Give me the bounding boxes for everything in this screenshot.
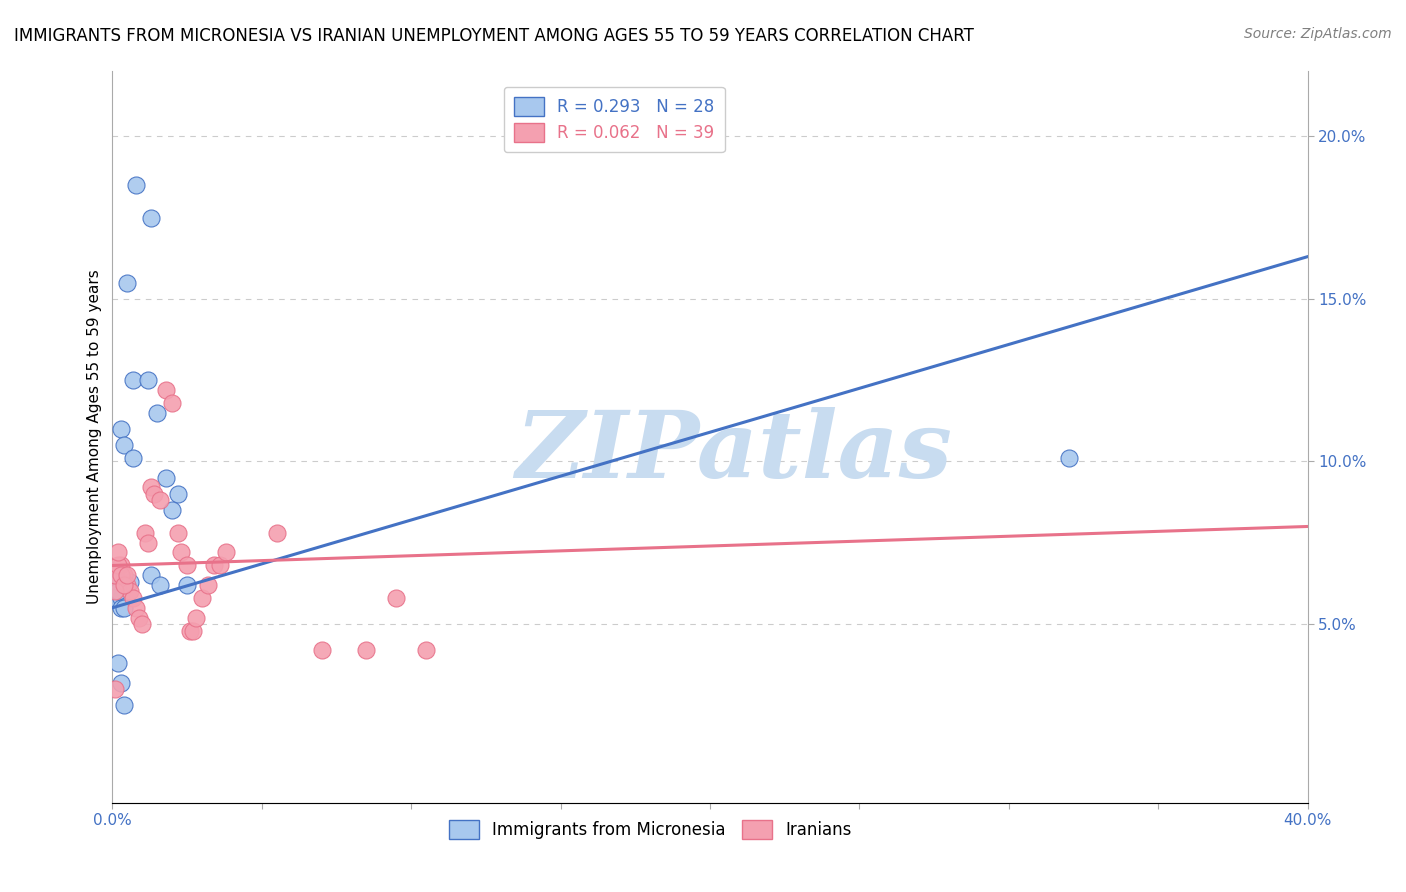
Point <box>197 578 219 592</box>
Point <box>110 568 132 582</box>
Point <box>138 373 160 387</box>
Point <box>117 578 139 592</box>
Point <box>104 568 127 582</box>
Point <box>176 558 198 573</box>
Point <box>104 591 127 605</box>
Point <box>122 373 145 387</box>
Point <box>162 396 183 410</box>
Point <box>143 487 166 501</box>
Point <box>110 675 132 690</box>
Point <box>120 584 142 599</box>
Point <box>141 211 163 225</box>
Point <box>149 493 172 508</box>
Point <box>266 526 288 541</box>
Point <box>1057 451 1080 466</box>
Point <box>167 526 190 541</box>
Legend: Immigrants from Micronesia, Iranians: Immigrants from Micronesia, Iranians <box>441 814 859 846</box>
Point <box>122 591 145 605</box>
Point <box>110 558 132 573</box>
Point <box>107 558 129 573</box>
Point <box>114 698 135 713</box>
Point <box>141 568 163 582</box>
Point <box>114 568 135 582</box>
Point <box>107 584 129 599</box>
Point <box>114 578 135 592</box>
Point <box>146 406 169 420</box>
Point <box>110 591 132 605</box>
Point <box>131 617 153 632</box>
Point <box>104 681 127 696</box>
Text: ZIPatlas: ZIPatlas <box>516 407 952 497</box>
Point <box>356 643 378 657</box>
Point <box>117 568 139 582</box>
Point <box>167 487 190 501</box>
Point <box>385 591 408 605</box>
Point <box>110 422 132 436</box>
Point <box>191 591 214 605</box>
Point <box>107 574 129 589</box>
Point <box>107 656 129 670</box>
Y-axis label: Unemployment Among Ages 55 to 59 years: Unemployment Among Ages 55 to 59 years <box>87 269 103 605</box>
Point <box>134 526 156 541</box>
Point <box>138 535 160 549</box>
Point <box>179 624 201 638</box>
Point <box>122 451 145 466</box>
Point <box>209 558 232 573</box>
Point <box>114 438 135 452</box>
Point <box>104 574 127 589</box>
Point <box>125 178 148 193</box>
Point <box>114 600 135 615</box>
Point <box>155 383 177 397</box>
Point <box>107 545 129 559</box>
Point <box>176 578 198 592</box>
Point <box>202 558 225 573</box>
Text: Source: ZipAtlas.com: Source: ZipAtlas.com <box>1244 27 1392 41</box>
Point <box>120 574 142 589</box>
Point <box>110 600 132 615</box>
Point <box>149 578 172 592</box>
Point <box>155 471 177 485</box>
Point <box>128 610 150 624</box>
Point <box>141 480 163 494</box>
Point <box>415 643 437 657</box>
Point <box>215 545 238 559</box>
Point <box>107 574 129 589</box>
Point <box>104 584 127 599</box>
Point <box>125 600 148 615</box>
Point <box>181 624 204 638</box>
Point <box>311 643 333 657</box>
Point <box>186 610 208 624</box>
Point <box>117 276 139 290</box>
Point <box>170 545 193 559</box>
Point <box>162 503 183 517</box>
Text: IMMIGRANTS FROM MICRONESIA VS IRANIAN UNEMPLOYMENT AMONG AGES 55 TO 59 YEARS COR: IMMIGRANTS FROM MICRONESIA VS IRANIAN UN… <box>14 27 974 45</box>
